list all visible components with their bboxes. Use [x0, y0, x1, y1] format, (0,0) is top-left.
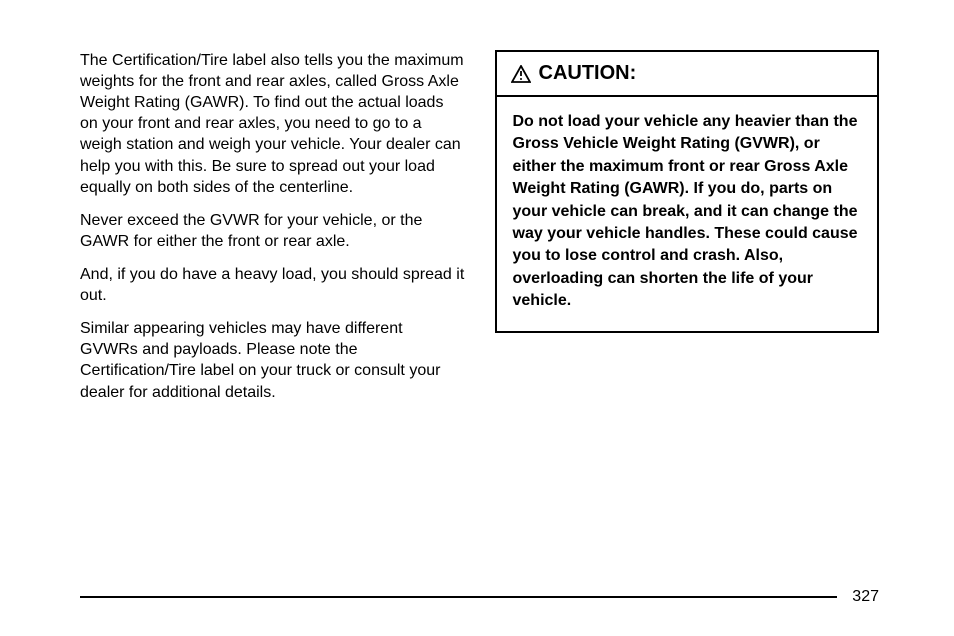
- body-paragraph: And, if you do have a heavy load, you sh…: [80, 264, 465, 306]
- caution-box: CAUTION: Do not load your vehicle any he…: [495, 50, 880, 333]
- body-paragraph: Never exceed the GVWR for your vehicle, …: [80, 210, 465, 252]
- warning-triangle-icon: [511, 65, 531, 83]
- content-columns: The Certification/Tire label also tells …: [80, 50, 879, 415]
- left-column: The Certification/Tire label also tells …: [80, 50, 465, 415]
- page-number: 327: [852, 588, 879, 606]
- page-container: The Certification/Tire label also tells …: [0, 0, 954, 636]
- body-paragraph: Similar appearing vehicles may have diff…: [80, 318, 465, 402]
- body-paragraph: The Certification/Tire label also tells …: [80, 50, 465, 198]
- footer-rule: [80, 596, 837, 598]
- right-column: CAUTION: Do not load your vehicle any he…: [495, 50, 880, 415]
- caution-header-text: CAUTION:: [539, 62, 637, 85]
- page-footer: 327: [80, 588, 879, 606]
- caution-header: CAUTION:: [497, 52, 878, 97]
- caution-body-text: Do not load your vehicle any heavier tha…: [497, 97, 878, 331]
